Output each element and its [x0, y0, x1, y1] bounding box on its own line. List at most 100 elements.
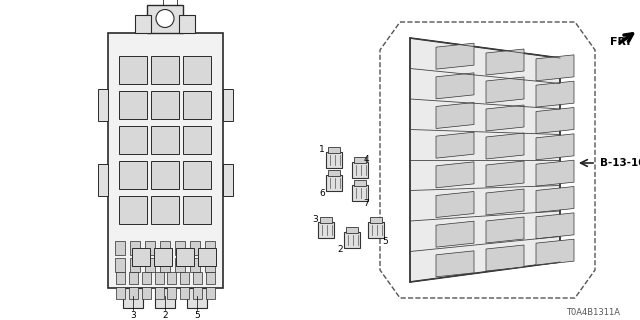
Bar [176, 247, 194, 266]
Bar [168, 272, 177, 284]
Polygon shape [436, 221, 474, 247]
Polygon shape [536, 187, 574, 212]
Bar [180, 272, 189, 284]
Bar [328, 170, 340, 176]
Bar [168, 287, 177, 299]
Polygon shape [486, 77, 524, 103]
Bar [154, 247, 172, 266]
Text: 3: 3 [312, 215, 318, 225]
Bar [115, 258, 125, 272]
Bar [190, 258, 200, 272]
Bar [326, 152, 342, 168]
Polygon shape [486, 133, 524, 159]
Bar [129, 272, 138, 284]
Bar [190, 241, 200, 255]
Bar [160, 258, 170, 272]
Bar [175, 258, 185, 272]
Text: 2: 2 [162, 311, 168, 320]
Bar [155, 287, 164, 299]
Text: FR.: FR. [610, 37, 630, 47]
Bar [129, 287, 138, 299]
Text: B-13-10: B-13-10 [600, 158, 640, 168]
FancyBboxPatch shape [151, 196, 179, 224]
Polygon shape [536, 81, 574, 107]
Bar [132, 247, 150, 266]
Text: 1: 1 [319, 146, 325, 155]
Polygon shape [486, 189, 524, 215]
Bar [179, 14, 195, 33]
Bar [141, 287, 150, 299]
Bar [352, 185, 368, 201]
Bar [147, 4, 183, 33]
Polygon shape [436, 73, 474, 99]
Bar [205, 258, 215, 272]
Bar [346, 227, 358, 233]
Bar [116, 287, 125, 299]
FancyBboxPatch shape [183, 91, 211, 119]
Bar [223, 89, 232, 121]
Bar [205, 241, 215, 255]
Bar [155, 287, 175, 308]
Bar [155, 272, 164, 284]
Bar [97, 164, 108, 196]
Bar [116, 272, 125, 284]
Text: 5: 5 [382, 237, 388, 246]
FancyBboxPatch shape [119, 161, 147, 189]
Polygon shape [486, 49, 524, 75]
FancyBboxPatch shape [119, 196, 147, 224]
Text: 7: 7 [363, 198, 369, 207]
Text: 5: 5 [194, 311, 200, 320]
Bar [354, 157, 366, 163]
FancyBboxPatch shape [119, 126, 147, 154]
Polygon shape [436, 162, 474, 188]
Bar [326, 175, 342, 191]
Bar [175, 241, 185, 255]
Bar [193, 272, 202, 284]
Bar [123, 287, 143, 308]
Polygon shape [436, 191, 474, 218]
Bar [180, 287, 189, 299]
Polygon shape [436, 251, 474, 277]
Text: T0A4B1311A: T0A4B1311A [566, 308, 620, 317]
Bar [193, 287, 202, 299]
FancyBboxPatch shape [183, 196, 211, 224]
FancyBboxPatch shape [119, 91, 147, 119]
Polygon shape [486, 217, 524, 243]
Polygon shape [436, 102, 474, 129]
Bar [368, 222, 384, 238]
Polygon shape [486, 105, 524, 131]
Bar [354, 180, 366, 186]
Bar [198, 247, 216, 266]
Bar [145, 241, 155, 255]
Bar [206, 272, 215, 284]
Bar [115, 241, 125, 255]
FancyBboxPatch shape [151, 161, 179, 189]
FancyBboxPatch shape [151, 126, 179, 154]
FancyBboxPatch shape [183, 161, 211, 189]
Bar [187, 287, 207, 308]
Polygon shape [436, 132, 474, 158]
Polygon shape [536, 160, 574, 186]
Polygon shape [536, 239, 574, 265]
Polygon shape [436, 43, 474, 69]
Polygon shape [536, 55, 574, 81]
Bar [206, 287, 215, 299]
Bar [97, 89, 108, 121]
Bar [223, 164, 232, 196]
Text: 2: 2 [337, 245, 343, 254]
Text: 3: 3 [130, 311, 136, 320]
FancyBboxPatch shape [151, 91, 179, 119]
Polygon shape [410, 38, 560, 282]
Bar [328, 147, 340, 153]
Polygon shape [536, 134, 574, 160]
Polygon shape [536, 108, 574, 133]
Bar [141, 272, 150, 284]
Bar [320, 217, 332, 223]
Text: 6: 6 [319, 188, 325, 197]
Bar [135, 14, 151, 33]
Polygon shape [486, 161, 524, 187]
Bar [370, 217, 382, 223]
FancyBboxPatch shape [183, 126, 211, 154]
Bar [344, 232, 360, 248]
Polygon shape [536, 213, 574, 239]
